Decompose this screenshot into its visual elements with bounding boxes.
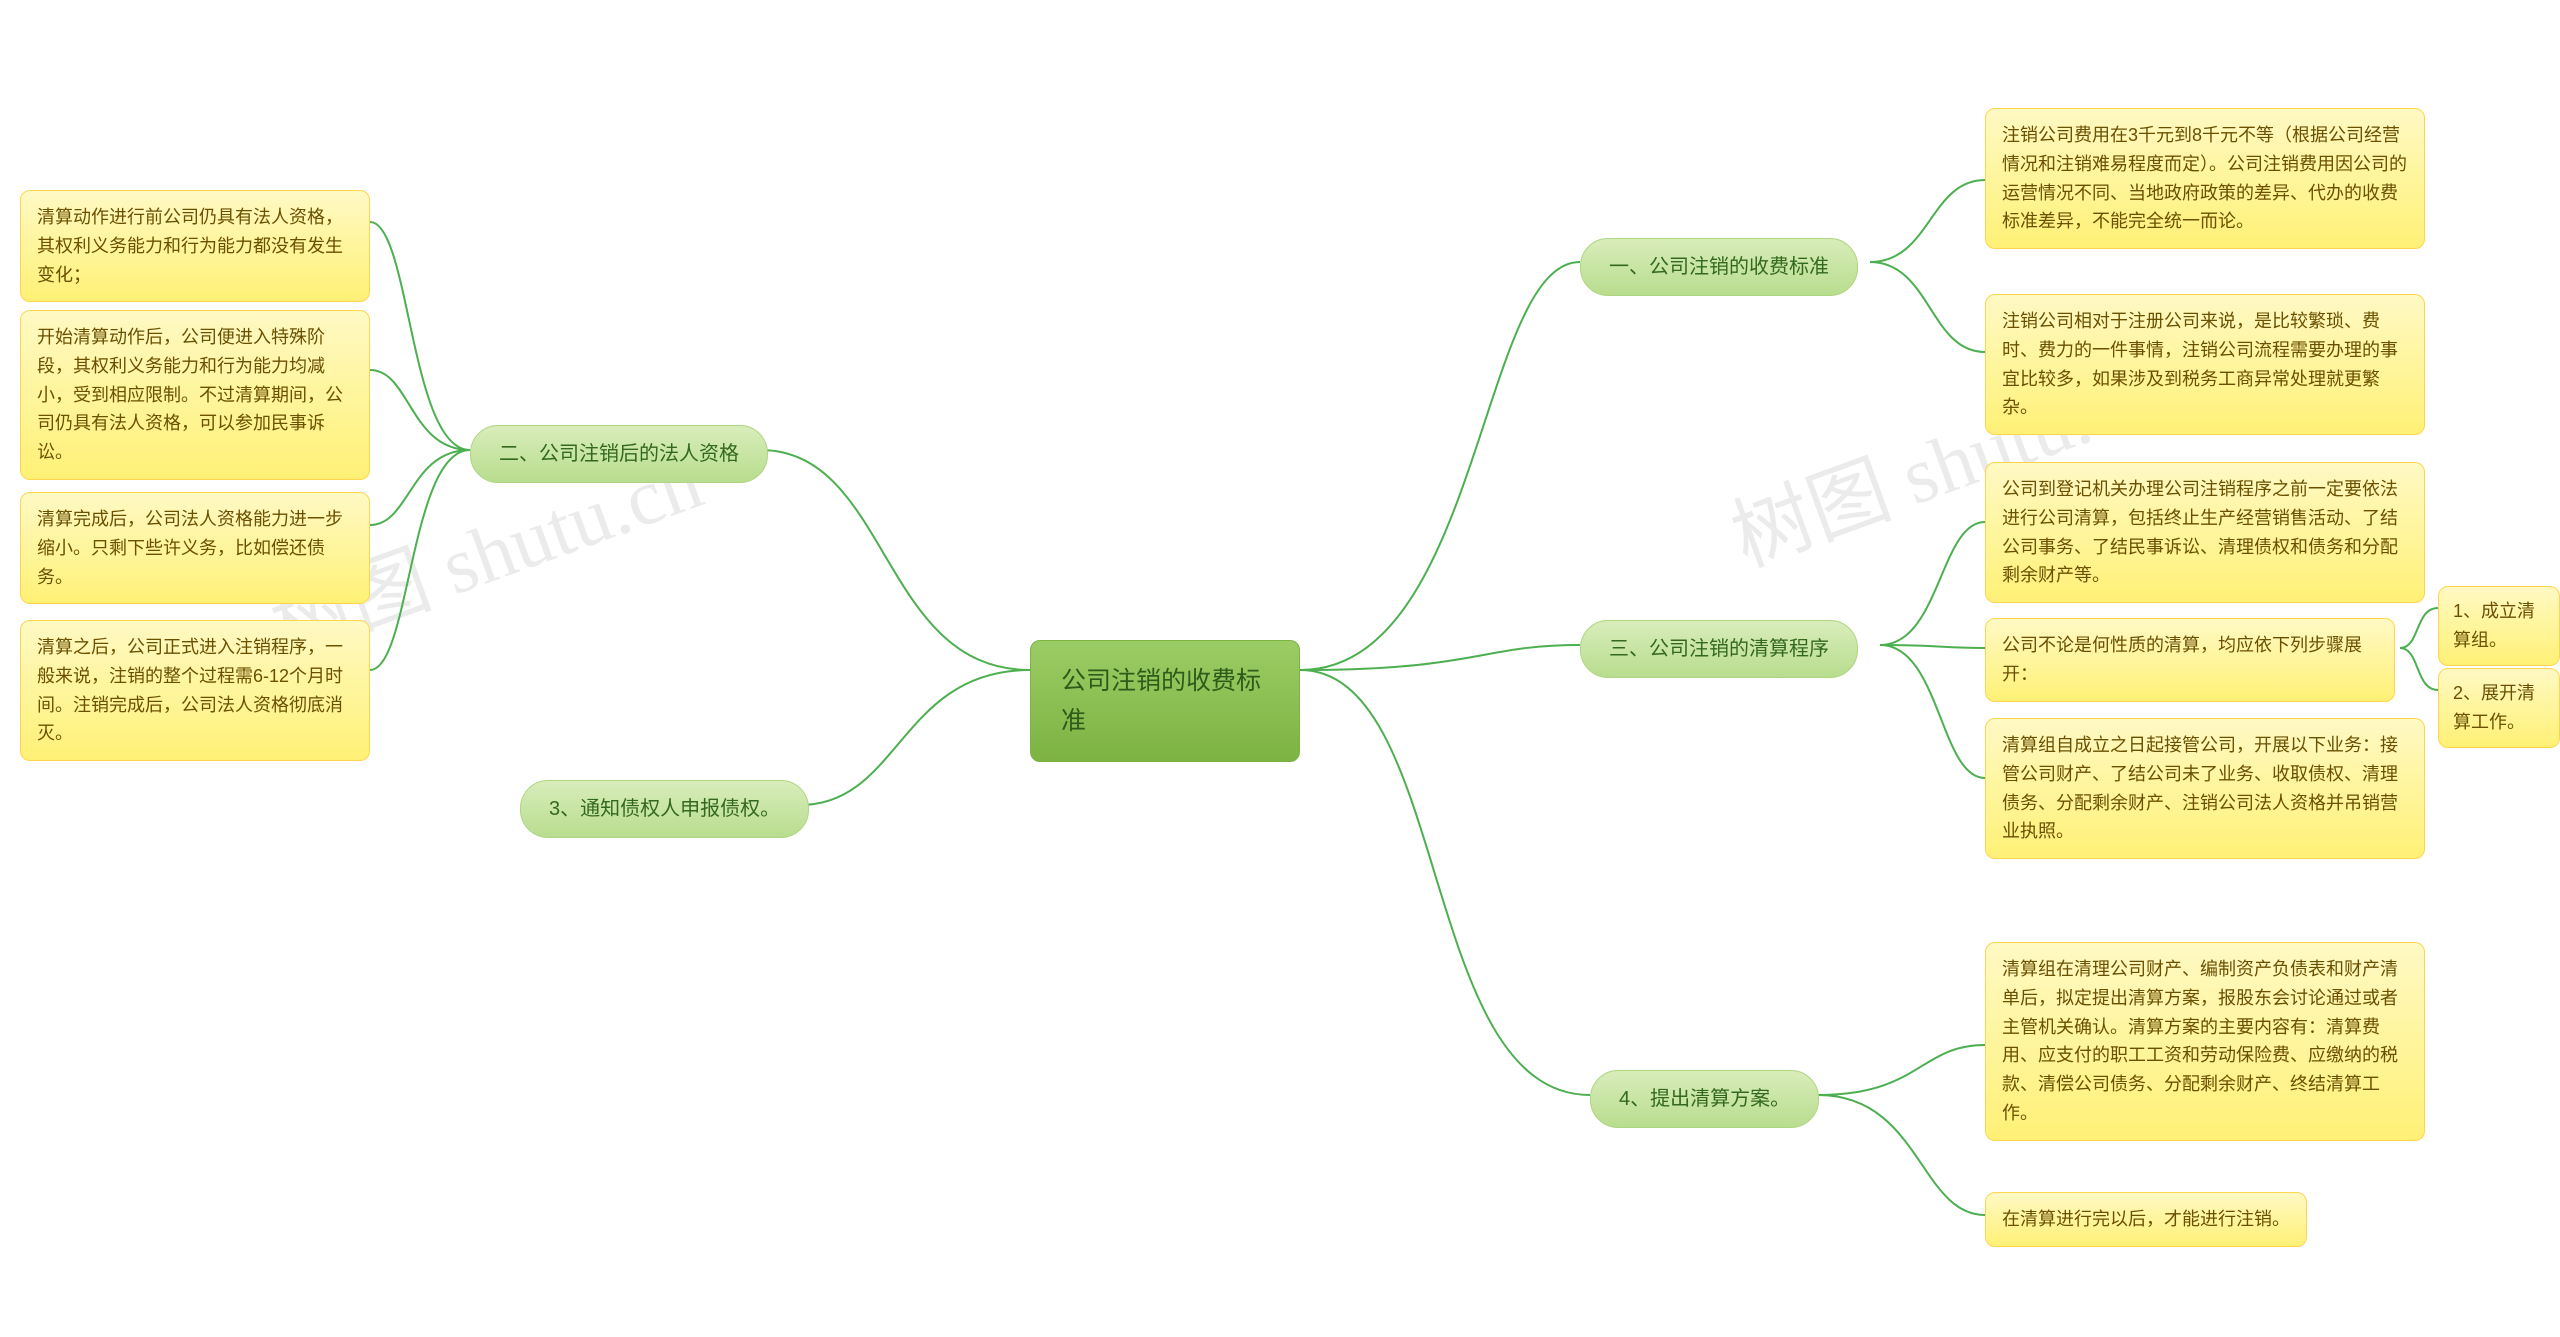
leaf-r3-sub-1: 1、成立清算组。 bbox=[2438, 586, 2560, 666]
leaf-l2-2: 开始清算动作后，公司便进入特殊阶段，其权利义务能力和行为能力均减小，受到相应限制… bbox=[20, 310, 370, 480]
leaf-r4-1: 清算组在清理公司财产、编制资产负债表和财产清单后，拟定提出清算方案，报股东会讨论… bbox=[1985, 942, 2425, 1141]
leaf-r3-sub-2: 2、展开清算工作。 bbox=[2438, 668, 2560, 748]
leaf-r3-2: 公司不论是何性质的清算，均应依下列步骤展开： bbox=[1985, 618, 2395, 702]
center-node: 公司注销的收费标准 bbox=[1030, 640, 1300, 762]
leaf-l2-4: 清算之后，公司正式进入注销程序，一般来说，注销的整个过程需6-12个月时间。注销… bbox=[20, 620, 370, 761]
branch-left-3: 3、通知债权人申报债权。 bbox=[520, 780, 809, 838]
leaf-l2-3: 清算完成后，公司法人资格能力进一步缩小。只剩下些许义务，比如偿还债务。 bbox=[20, 492, 370, 604]
leaf-r4-2: 在清算进行完以后，才能进行注销。 bbox=[1985, 1192, 2307, 1247]
leaf-r1-2: 注销公司相对于注册公司来说，是比较繁琐、费时、费力的一件事情，注销公司流程需要办… bbox=[1985, 294, 2425, 435]
leaf-l2-1: 清算动作进行前公司仍具有法人资格，其权利义务能力和行为能力都没有发生变化； bbox=[20, 190, 370, 302]
leaf-r3-3: 清算组自成立之日起接管公司，开展以下业务：接管公司财产、了结公司未了业务、收取债… bbox=[1985, 718, 2425, 859]
branch-right-4: 4、提出清算方案。 bbox=[1590, 1070, 1819, 1128]
branch-right-3: 三、公司注销的清算程序 bbox=[1580, 620, 1858, 678]
leaf-r3-1: 公司到登记机关办理公司注销程序之前一定要依法进行公司清算，包括终止生产经营销售活… bbox=[1985, 462, 2425, 603]
branch-left-2: 二、公司注销后的法人资格 bbox=[470, 425, 768, 483]
leaf-r1-1: 注销公司费用在3千元到8千元不等（根据公司经营情况和注销难易程度而定）。公司注销… bbox=[1985, 108, 2425, 249]
branch-right-1: 一、公司注销的收费标准 bbox=[1580, 238, 1858, 296]
